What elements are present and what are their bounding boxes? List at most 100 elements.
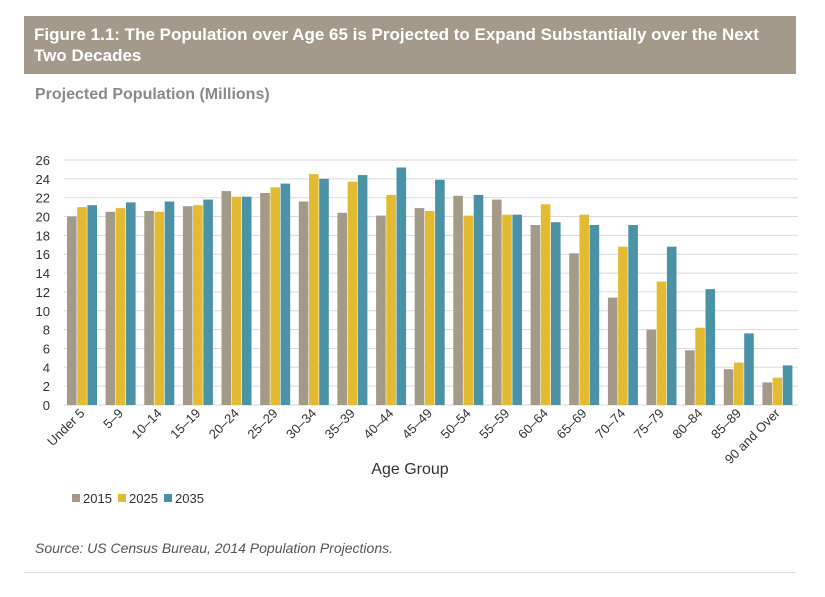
y-tick-label: 8 [43, 323, 50, 338]
y-tick-label: 4 [43, 360, 50, 375]
bar-2015-8 [376, 215, 386, 405]
x-tick-label: 25–29 [244, 406, 280, 442]
y-tick-label: 26 [36, 153, 50, 168]
bar-2015-15 [646, 329, 657, 405]
legend-label-2025: 2025 [129, 491, 158, 506]
bar-2035-6 [319, 178, 329, 405]
bar-2025-15 [656, 281, 667, 405]
y-tick-label: 12 [36, 285, 50, 300]
y-tick-label: 0 [43, 398, 50, 413]
source-note: Source: US Census Bureau, 2014 Populatio… [35, 540, 393, 556]
y-tick-label: 14 [36, 266, 50, 281]
bar-2025-9 [424, 210, 435, 405]
legend-swatch-2035 [164, 494, 172, 502]
y-tick-label: 6 [43, 341, 50, 356]
bar-2035-17 [744, 333, 754, 405]
bar-2015-9 [414, 208, 425, 405]
bar-2025-6 [309, 174, 319, 405]
x-tick-label: 50–54 [438, 406, 474, 442]
bar-2015-10 [453, 195, 463, 405]
bottom-divider [24, 572, 796, 573]
bar-2025-3 [193, 205, 203, 405]
bar-layer [67, 167, 793, 405]
x-tick-label: 40–44 [360, 406, 396, 442]
bar-2035-4 [241, 196, 252, 405]
bar-2035-15 [666, 246, 677, 405]
x-tick-label: 45–49 [399, 406, 435, 442]
bar-2025-17 [734, 362, 744, 405]
bar-2035-11 [512, 214, 522, 405]
bar-2035-16 [705, 289, 716, 405]
bar-2025-5 [270, 187, 280, 405]
x-tick-label: 85–89 [708, 406, 744, 442]
bar-2035-10 [473, 194, 484, 405]
x-axis-title: Age Group [371, 461, 448, 478]
y-tick-label: 10 [36, 304, 50, 319]
bar-2025-1 [115, 208, 126, 405]
bar-2025-2 [154, 211, 165, 405]
x-tick-label: 75–79 [631, 406, 667, 442]
bar-2015-6 [298, 201, 309, 405]
bar-2015-12 [530, 225, 541, 405]
legend-swatch-2015 [72, 494, 80, 502]
figure-title: Figure 1.1: The Population over Age 65 i… [34, 25, 759, 65]
bar-2025-11 [502, 214, 512, 405]
bar-2025-18 [772, 377, 783, 405]
x-tick-label: 15–19 [167, 406, 203, 442]
bar-2015-7 [337, 212, 347, 405]
bar-2035-2 [164, 201, 175, 405]
bar-2015-0 [67, 216, 77, 405]
x-tick-label: 60–64 [515, 406, 551, 442]
x-tick-label: 35–39 [322, 406, 358, 442]
bar-2025-13 [579, 214, 589, 405]
bar-2035-3 [203, 199, 213, 405]
bar-2035-12 [551, 222, 561, 405]
x-tick-label: 70–74 [592, 406, 628, 442]
bar-2015-17 [723, 369, 734, 405]
bar-2035-5 [280, 183, 291, 405]
x-tick-label: 10–14 [129, 406, 165, 442]
bar-2025-10 [463, 215, 474, 405]
bar-2015-13 [569, 253, 579, 405]
bar-2015-1 [105, 211, 116, 405]
bar-2025-4 [231, 196, 242, 405]
bar-2025-12 [540, 204, 551, 405]
bar-2015-16 [685, 350, 695, 405]
bar-2015-18 [762, 382, 772, 405]
y-tick-label: 2 [43, 379, 50, 394]
y-tick-label: 16 [36, 247, 50, 262]
bar-2035-0 [87, 205, 97, 405]
legend-label-2035: 2035 [175, 491, 204, 506]
bar-2025-14 [618, 246, 628, 405]
bar-2015-11 [492, 199, 502, 405]
x-tick-label: 30–34 [283, 406, 319, 442]
bar-2015-5 [260, 193, 270, 405]
bar-2015-4 [221, 191, 232, 405]
bar-2035-14 [628, 225, 638, 405]
figure-title-bar: Figure 1.1: The Population over Age 65 i… [24, 16, 796, 74]
bar-2015-14 [607, 297, 618, 405]
bar-2035-13 [589, 225, 600, 405]
chart-title: Projected Population (Millions) [35, 86, 270, 103]
bar-2035-7 [357, 175, 368, 405]
bar-2035-8 [396, 167, 407, 405]
x-tick-label: 55–59 [476, 406, 512, 442]
y-tick-label: 20 [36, 210, 50, 225]
y-tick-label: 18 [36, 228, 50, 243]
x-tick-label: 65–69 [553, 406, 589, 442]
y-tick-label: 22 [36, 191, 50, 206]
y-tick-label: 24 [36, 172, 50, 187]
x-tick-label: Under 5 [44, 406, 87, 449]
bar-2035-18 [782, 365, 793, 405]
legend-label-2015: 2015 [83, 491, 112, 506]
bar-2025-0 [77, 207, 87, 405]
legend-swatch-2025 [118, 494, 126, 502]
bar-2025-16 [695, 327, 705, 405]
x-tick-label: 80–84 [669, 406, 705, 442]
x-tick-label: 20–24 [206, 406, 242, 442]
bar-2025-7 [347, 181, 358, 405]
x-tick-label: 5–9 [100, 406, 126, 432]
bar-2025-8 [386, 194, 396, 405]
bar-2015-3 [182, 206, 193, 405]
